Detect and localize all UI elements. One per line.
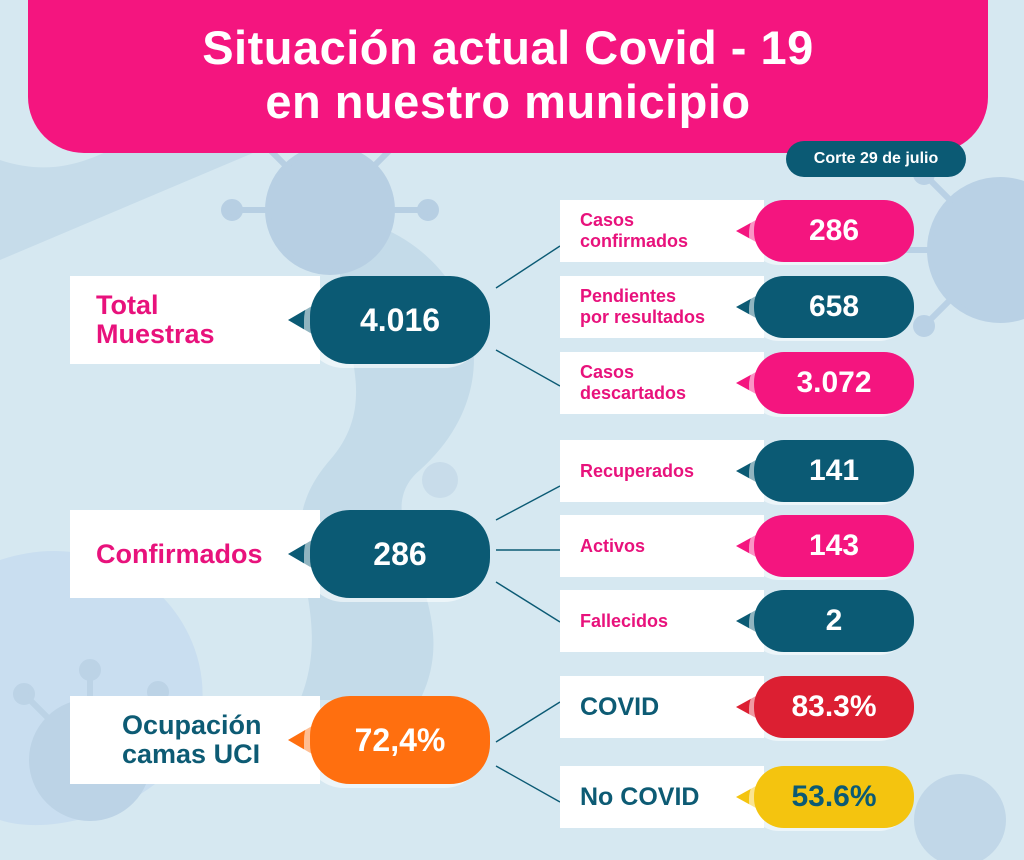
date-badge: Corte 29 de julio xyxy=(786,141,966,177)
pointer-tail xyxy=(736,786,756,808)
ocupacion-uci-card: Ocupación camas UCI 72,4% xyxy=(70,696,490,784)
covid-value: 83.3% xyxy=(754,676,914,738)
ocupacion-uci-label: Ocupación camas UCI xyxy=(70,696,320,784)
pointer-tail xyxy=(736,535,756,557)
casos-descartados-value: 3.072 xyxy=(754,352,914,414)
virus-icon xyxy=(881,163,1024,337)
recuperados-card: Recuperados 141 xyxy=(560,440,914,502)
confirmados-value: 286 xyxy=(310,510,490,598)
pointer-tail xyxy=(736,696,756,718)
title-banner: Situación actual Covid - 19 en nuestro m… xyxy=(28,0,988,153)
activos-value: 143 xyxy=(754,515,914,577)
activos-label: Activos xyxy=(560,515,764,577)
fallecidos-card: Fallecidos 2 xyxy=(560,590,914,652)
confirmados-label: Confirmados xyxy=(70,510,320,598)
pointer-tail xyxy=(736,220,756,242)
no-covid-value: 53.6% xyxy=(754,766,914,828)
pointer-tail xyxy=(736,296,756,318)
virus-icon xyxy=(221,101,439,275)
pointer-tail xyxy=(288,726,312,754)
casos-confirmados-value: 286 xyxy=(754,200,914,262)
activos-card: Activos 143 xyxy=(560,515,914,577)
fallecidos-label: Fallecidos xyxy=(560,590,764,652)
recuperados-value: 141 xyxy=(754,440,914,502)
pointer-tail xyxy=(288,306,312,334)
page-title-line2: en nuestro municipio xyxy=(265,74,751,128)
confirmados-card: Confirmados 286 xyxy=(70,510,490,598)
pointer-tail xyxy=(736,460,756,482)
casos-descartados-label: Casos descartados xyxy=(560,352,764,414)
casos-descartados-card: Casos descartados 3.072 xyxy=(560,352,914,414)
total-muestras-value: 4.016 xyxy=(310,276,490,364)
pendientes-label: Pendientes por resultados xyxy=(560,276,764,338)
total-muestras-label: Total Muestras xyxy=(70,276,320,364)
covid-label: COVID xyxy=(560,676,764,738)
casos-confirmados-card: Casos confirmados 286 xyxy=(560,200,914,262)
pointer-tail xyxy=(736,372,756,394)
covid-card: COVID 83.3% xyxy=(560,676,914,738)
pendientes-value: 658 xyxy=(754,276,914,338)
no-covid-label: No COVID xyxy=(560,766,764,828)
fallecidos-value: 2 xyxy=(754,590,914,652)
no-covid-card: No COVID 53.6% xyxy=(560,766,914,828)
total-muestras-card: Total Muestras 4.016 xyxy=(70,276,490,364)
casos-confirmados-label: Casos confirmados xyxy=(560,200,764,262)
ocupacion-uci-value: 72,4% xyxy=(310,696,490,784)
pointer-tail xyxy=(288,540,312,568)
page-title-line1: Situación actual Covid - 19 xyxy=(202,20,814,74)
recuperados-label: Recuperados xyxy=(560,440,764,502)
pointer-tail xyxy=(736,610,756,632)
pendientes-card: Pendientes por resultados 658 xyxy=(560,276,914,338)
